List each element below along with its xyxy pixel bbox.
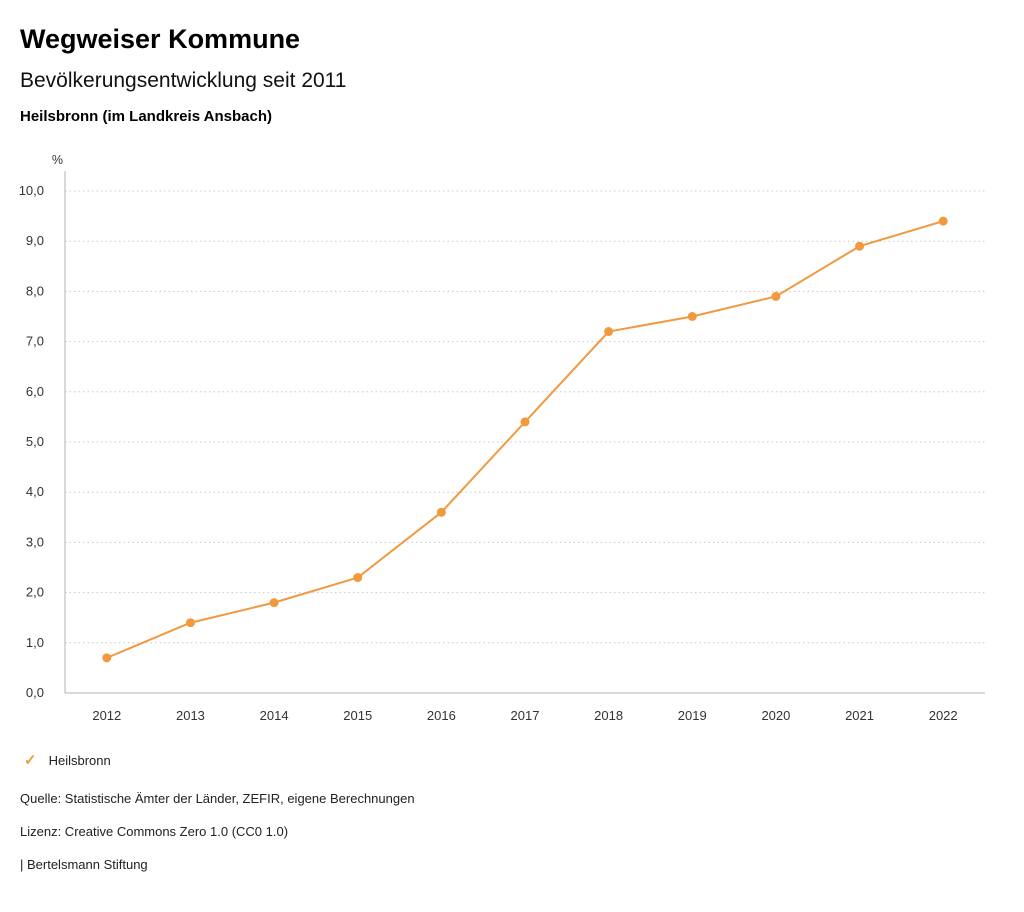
legend-item-heilsbronn[interactable]: ✓ Heilsbronn: [24, 753, 111, 768]
y-tick-label: 2,0: [26, 585, 44, 600]
y-tick-label: 4,0: [26, 485, 44, 500]
x-tick-label: 2017: [511, 708, 540, 723]
data-point[interactable]: [269, 598, 279, 608]
line-chart-svg: 0,0 1,0 2,0 3,0 4,0 5,0 6,0 7,0 8,0 9,0 10,0% 2012 2…: [19, 153, 985, 723]
y-tick-label: 0,0: [26, 685, 44, 700]
region-label: Heilsbronn (im Landkreis Ansbach): [20, 108, 272, 126]
attribution-note: | Bertelsmann Stiftung: [20, 857, 148, 873]
y-tick-label: 7,0: [26, 334, 44, 349]
data-point[interactable]: [771, 292, 781, 302]
x-tick-label: 2012: [92, 708, 121, 723]
data-point[interactable]: [520, 417, 530, 427]
y-tick-label: 1,0: [26, 635, 44, 650]
source-note: Quelle: Statistische Ämter der Länder, Z…: [20, 791, 415, 807]
x-tick-label: 2019: [678, 708, 707, 723]
data-point[interactable]: [102, 653, 112, 663]
data-point[interactable]: [855, 242, 865, 252]
report-page: Wegweiser Kommune Bevölkerungsentwicklun…: [0, 24, 1024, 872]
license-note: Lizenz: Creative Commons Zero 1.0 (CC0 1…: [20, 824, 289, 840]
y-tick-label: 9,0: [26, 234, 44, 249]
y-tick-label: 10,0: [19, 183, 44, 198]
x-tick-label: 2015: [343, 708, 372, 723]
data-point[interactable]: [604, 327, 614, 337]
x-tick-label: 2020: [761, 708, 790, 723]
y-tick-label: 5,0: [26, 434, 44, 449]
legend: ✓ Heilsbronn: [0, 753, 1024, 768]
y-tick-label: 3,0: [26, 535, 44, 550]
page-title: Wegweiser Kommune: [20, 24, 301, 54]
chart-title: Bevölkerungsentwicklung seit 2011: [20, 69, 347, 93]
data-point[interactable]: [436, 508, 446, 518]
x-tick-label: 2022: [929, 708, 958, 723]
legend-label: Heilsbronn: [48, 753, 111, 769]
x-tick-label: 2014: [260, 708, 289, 723]
x-tick-label: 2016: [427, 708, 456, 723]
y-axis-unit-label: %: [52, 153, 63, 167]
y-tick-label: 8,0: [26, 284, 44, 299]
x-tick-label: 2013: [176, 708, 205, 723]
x-tick-label: 2018: [594, 708, 623, 723]
check-icon: ✓: [24, 752, 37, 770]
data-point[interactable]: [353, 573, 363, 583]
data-point[interactable]: [938, 217, 948, 227]
y-tick-label: 6,0: [26, 384, 44, 399]
data-point[interactable]: [687, 312, 697, 322]
x-tick-label: 2021: [845, 708, 874, 723]
data-point[interactable]: [185, 618, 195, 628]
